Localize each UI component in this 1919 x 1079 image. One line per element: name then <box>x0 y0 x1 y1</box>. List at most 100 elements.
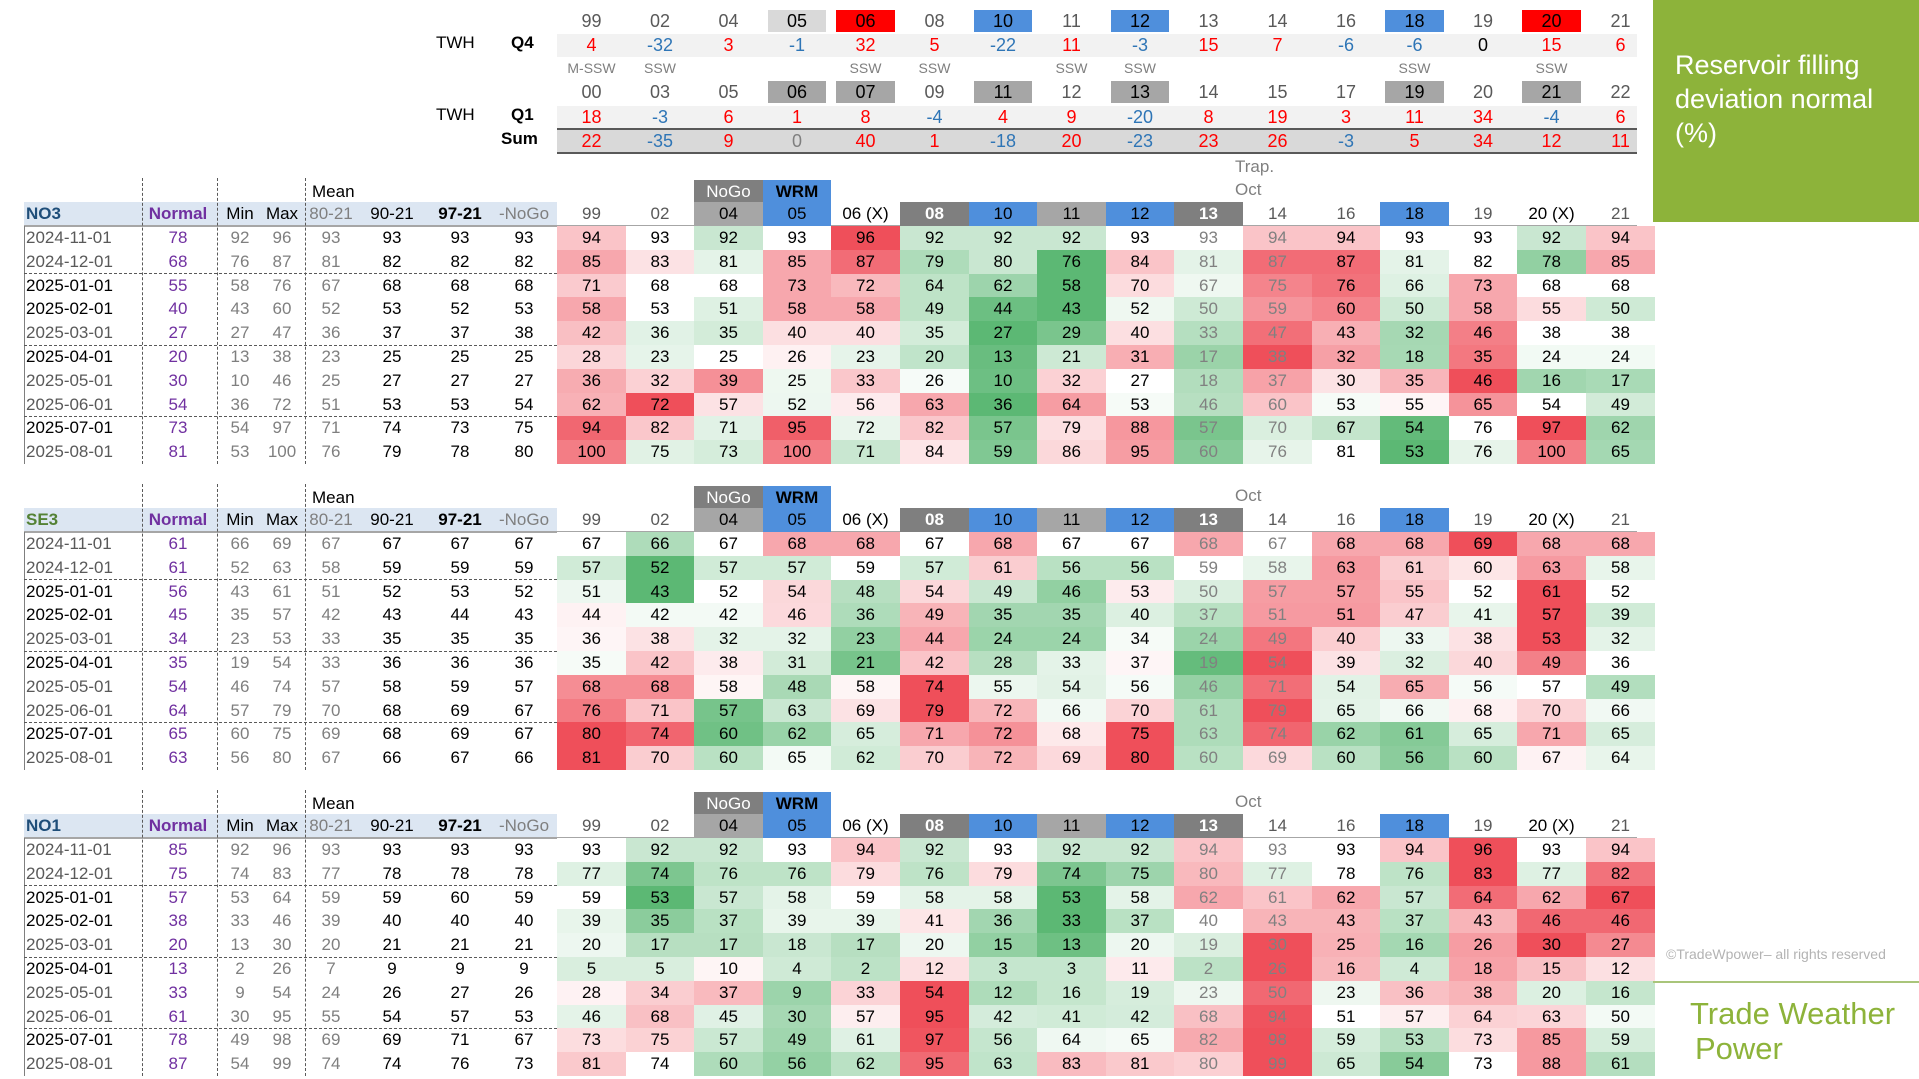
heat-cell: 71 <box>626 698 694 723</box>
heat-cell: 61 <box>1174 698 1243 723</box>
row-min: 36 <box>230 394 250 414</box>
heat-cell: 76 <box>1449 440 1517 465</box>
heat-cell: 30 <box>763 1004 831 1029</box>
row-mean-nogo: 59 <box>514 557 534 577</box>
heat-cell: 61 <box>1243 885 1312 910</box>
q4-value: -32 <box>646 35 673 55</box>
row-date: 2025-02-01 <box>26 911 113 931</box>
divider-mean <box>305 484 306 770</box>
heat-cell: 20 <box>557 933 626 958</box>
heat-cell: 57 <box>969 416 1037 441</box>
heat-cell: 30 <box>1243 933 1312 958</box>
row-mean-nogo: 67 <box>514 534 534 553</box>
heat-cell: 39 <box>763 909 831 934</box>
heat-cell: 81 <box>1312 440 1380 465</box>
row-normal: 78 <box>168 228 188 247</box>
heat-cell: 69 <box>1243 746 1312 771</box>
heat-cell: 11 <box>1106 957 1174 981</box>
heat-cell: 75 <box>1106 722 1174 747</box>
year-header-99: 99 <box>582 816 601 835</box>
heat-cell: 20 <box>1106 933 1174 958</box>
q1-year: 19 <box>1385 81 1444 103</box>
heat-cell: 54 <box>1380 1052 1449 1077</box>
heat-cell: 36 <box>1586 651 1655 675</box>
heat-cell: 58 <box>969 885 1037 910</box>
wrm-tag: WRM <box>763 792 831 816</box>
heat-cell: 93 <box>557 838 626 862</box>
row-min: 35 <box>230 605 250 625</box>
heat-cell: 4 <box>763 957 831 981</box>
q1-value: 8 <box>860 107 871 127</box>
divider-mean <box>305 178 306 464</box>
heat-cell: 9 <box>763 980 831 1005</box>
heat-cell: 46 <box>1174 674 1243 699</box>
q4-value: 3 <box>723 35 734 55</box>
year-header-08: 08 <box>900 508 969 532</box>
heat-cell: 55 <box>1517 297 1586 322</box>
row-normal: 63 <box>168 748 188 768</box>
heat-cell: 50 <box>1243 980 1312 1005</box>
heat-cell: 52 <box>1449 579 1517 604</box>
heat-cell: 40 <box>1106 321 1174 346</box>
row-date: 2025-08-01 <box>26 748 113 768</box>
heat-cell: 74 <box>626 722 694 747</box>
row-mean-9721: 78 <box>450 442 470 462</box>
mean-header: Mean <box>312 794 355 813</box>
heat-cell: 35 <box>626 909 694 934</box>
heat-cell: 42 <box>626 603 694 628</box>
heat-cell: 81 <box>557 1052 626 1077</box>
row-mean-8021: 59 <box>321 887 341 907</box>
heat-cell: 70 <box>626 746 694 771</box>
heat-cell: 93 <box>626 226 694 250</box>
row-mean-nogo: 26 <box>514 982 534 1002</box>
heat-cell: 77 <box>1517 861 1586 886</box>
heat-cell: 26 <box>900 368 969 393</box>
row-mean-9021: 25 <box>382 347 402 366</box>
heat-cell: 46 <box>557 1004 626 1029</box>
heat-cell: 4 <box>1380 957 1449 981</box>
year-header-21: 21 <box>1611 510 1630 529</box>
year-header-04: 04 <box>694 508 763 532</box>
heat-cell: 47 <box>1243 321 1312 346</box>
row-mean-nogo: 21 <box>514 935 534 955</box>
q1-note: SSW <box>849 60 882 76</box>
heat-cell: 38 <box>1449 627 1517 652</box>
heat-cell: 94 <box>1243 226 1312 250</box>
heat-cell: 58 <box>1449 297 1517 322</box>
heat-cell: 32 <box>1586 627 1655 652</box>
heat-cell: 54 <box>1243 651 1312 675</box>
heat-cell: 32 <box>1380 651 1449 675</box>
row-mean-9721: 76 <box>450 1054 470 1074</box>
year-header-21: 21 <box>1611 204 1630 223</box>
q1-value: 19 <box>1267 107 1288 127</box>
row-normal: 73 <box>168 418 188 438</box>
heat-cell: 74 <box>900 674 969 699</box>
q4-year: 13 <box>1198 11 1219 31</box>
heat-cell: 64 <box>1586 746 1655 771</box>
heat-cell: 15 <box>969 933 1037 958</box>
row-normal: 27 <box>168 323 188 343</box>
heat-cell: 50 <box>1380 297 1449 322</box>
heat-cell: 24 <box>1037 627 1106 652</box>
row-max: 83 <box>272 863 292 883</box>
heat-cell: 65 <box>1106 1028 1174 1053</box>
row-mean-9721: 27 <box>450 370 470 390</box>
row-min: 13 <box>230 347 250 366</box>
heat-cell: 68 <box>1312 532 1380 556</box>
q1-note <box>1449 60 1517 76</box>
heat-cell: 68 <box>557 674 626 699</box>
q4-value: 4 <box>586 35 597 55</box>
row-mean-8021: 24 <box>321 982 341 1002</box>
q1-note <box>694 60 763 76</box>
heat-cell: 37 <box>1380 909 1449 934</box>
8021-header: 80-21 <box>309 204 353 223</box>
heat-cell: 54 <box>763 579 831 604</box>
row-normal: 30 <box>168 370 188 390</box>
row-mean-8021: 74 <box>321 1054 341 1074</box>
row-date: 2025-08-01 <box>26 1054 113 1074</box>
heat-cell: 49 <box>969 579 1037 604</box>
heat-cell: 100 <box>1517 440 1586 465</box>
row-mean-8021: 25 <box>321 370 341 390</box>
row-min: 54 <box>230 1054 250 1074</box>
row-date: 2025-07-01 <box>26 1030 113 1050</box>
